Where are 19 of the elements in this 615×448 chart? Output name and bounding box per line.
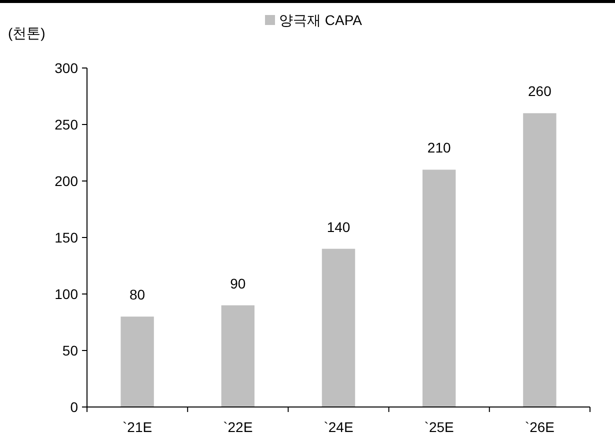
x-tick-label: `21E [122,419,152,435]
x-tick-label: `26E [524,419,554,435]
x-tick-label: `24E [324,419,354,435]
data-label: 260 [528,83,552,100]
y-tick-label: 250 [54,116,78,132]
x-tick-label: `25E [424,419,454,435]
y-tick-label: 300 [54,60,78,76]
y-tick-label: 0 [70,399,78,415]
data-label: 210 [427,140,451,156]
data-label: 140 [326,218,350,235]
y-tick-label: 200 [54,173,78,189]
y-tick-label: 100 [54,286,78,302]
y-tick-label: 150 [54,230,78,246]
data-label: 90 [230,275,246,292]
y-axis-title: (천톤) [8,25,46,41]
x-tick-label: `22E [223,419,253,435]
data-label: 80 [130,286,146,303]
y-tick-label: 50 [62,342,78,358]
legend-label: 양극재 CAPA [279,12,363,28]
